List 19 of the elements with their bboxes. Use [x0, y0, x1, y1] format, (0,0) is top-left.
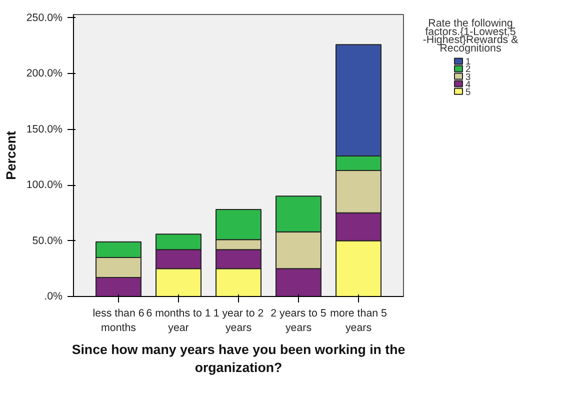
x-tick-label: more than 5 years [330, 308, 388, 334]
x-tick-label: 6 months to 1 year [146, 308, 211, 334]
y-tick-label: 250.0% [26, 12, 64, 24]
x-axis-title: Since how many years have you been working in the organization? [72, 342, 406, 375]
y-tick-label: 50.0% [32, 234, 64, 247]
x-tick-label: less than 6 months [92, 308, 144, 334]
legend-title: Rate the following factors.{1-Lowest,5 -Highest}Rewards & Recognitions [422, 18, 518, 54]
y-axis-title: Percent [3, 130, 18, 180]
y-tick-label: 150.0% [26, 123, 64, 136]
y-tick-label: 100.0% [26, 179, 64, 192]
y-tick-label: .0% [44, 290, 64, 302]
legend-label: 4 [466, 79, 471, 90]
legend-label: 2 [466, 64, 471, 74]
x-tick-label: 1 year to 2 years [213, 308, 264, 334]
legend-label: 1 [466, 56, 471, 67]
legend-label: 5 [466, 86, 471, 97]
x-tick-label: 2 years to 5 years [270, 308, 326, 334]
y-tick-label: 200.0% [26, 68, 64, 80]
legend-label: 3 [466, 72, 471, 82]
